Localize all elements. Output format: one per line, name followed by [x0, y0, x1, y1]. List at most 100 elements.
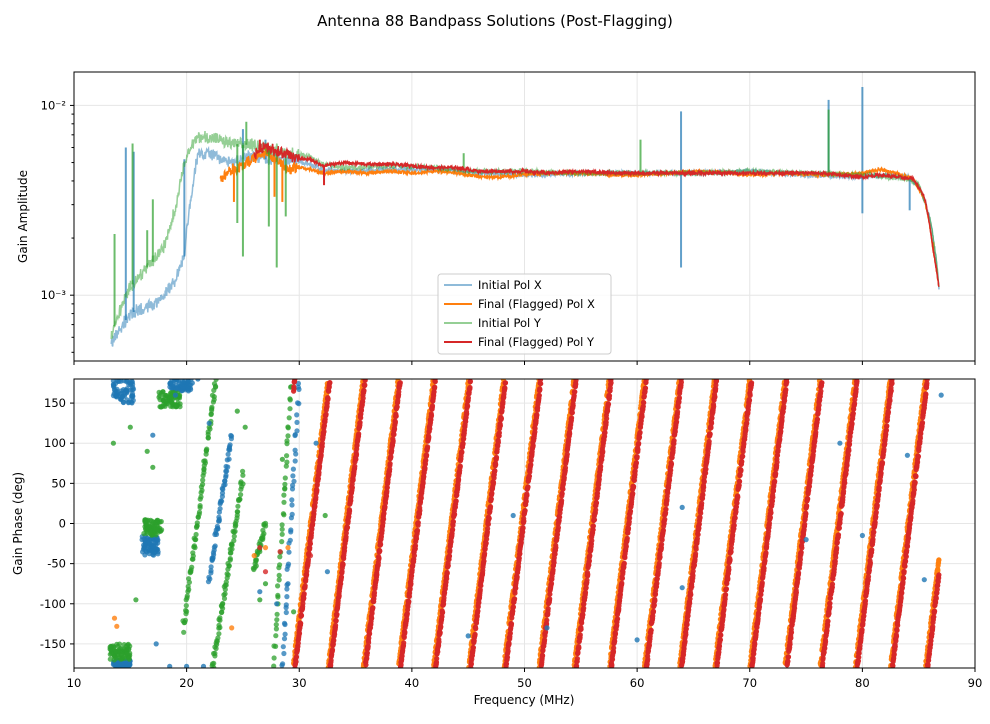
- phase-point-final-y: [440, 610, 445, 615]
- phase-point-initial-x: [114, 393, 119, 398]
- phase-point-initial-y: [280, 522, 285, 527]
- phase-point-initial-y: [142, 519, 147, 524]
- phase-point-final-y: [430, 403, 435, 408]
- phase-point-initial-y: [286, 425, 291, 430]
- phase-point-final-y: [402, 630, 407, 635]
- phase-point-initial-x: [286, 562, 291, 567]
- phase-point-initial-y: [284, 438, 289, 443]
- phase-point-initial-y: [287, 415, 292, 420]
- phase-point-initial-x: [291, 467, 296, 472]
- phase-point-initial-y: [198, 503, 203, 508]
- phase-point-final-y: [308, 541, 313, 546]
- phase-point-final-y: [381, 517, 386, 522]
- phase-point-initial-y: [160, 389, 165, 394]
- phase-point-final-x: [935, 568, 940, 573]
- phase-point-initial-y: [209, 408, 214, 413]
- phase-point-initial-x: [227, 457, 232, 462]
- phase-point-initial-x: [293, 448, 298, 453]
- phase-point-final-y: [452, 512, 457, 517]
- phase-point-final-y: [363, 662, 368, 667]
- phase-point-final-y: [321, 429, 326, 434]
- phase-point-initial-x: [131, 387, 136, 392]
- phase-point-initial-x: [215, 524, 220, 529]
- phase-point-initial-x: [207, 576, 212, 581]
- phase-point-initial-y: [147, 525, 152, 530]
- phase-point-initial-y: [226, 572, 231, 577]
- phase-point-final-y: [334, 618, 339, 623]
- phase-point-initial-x: [167, 384, 172, 389]
- phase-point-final-y: [303, 583, 308, 588]
- phase-point-final-y: [467, 385, 472, 390]
- phase-point-initial-x: [288, 527, 293, 532]
- phase-point-initial-y: [188, 569, 193, 574]
- phase-point-initial-y: [183, 618, 188, 623]
- phase-point-initial-y: [226, 563, 231, 568]
- phase-point-initial-y: [281, 493, 286, 498]
- phase-point-initial-x: [282, 636, 287, 641]
- phase-point-initial-y: [275, 594, 280, 599]
- amp-y-tick-label: 10⁻³: [41, 288, 67, 302]
- phase-point-initial-x: [284, 602, 289, 607]
- phase-point-initial-y: [215, 635, 220, 640]
- phase-point-final-y: [425, 444, 430, 449]
- phase-point-final-y: [394, 414, 399, 419]
- phase-point-final-y: [393, 419, 398, 424]
- phase-point-initial-y: [189, 565, 194, 570]
- phase-point-initial-y: [200, 478, 205, 483]
- phase-point-initial-x: [131, 398, 136, 403]
- phase-point-initial-x: [294, 420, 299, 425]
- phase-point-initial-y: [108, 657, 113, 662]
- phase-point-initial-y: [279, 539, 284, 544]
- phase-point-final-y: [350, 485, 355, 490]
- phase-point-final-y: [347, 508, 352, 513]
- figure-title: Antenna 88 Bandpass Solutions (Post-Flag…: [317, 12, 673, 30]
- phase-point-final-y: [415, 528, 420, 533]
- phase-point-initial-y: [156, 395, 161, 400]
- phase-point-final-y: [458, 464, 463, 469]
- phase-point-initial-y: [240, 469, 245, 474]
- phase-point-initial-y: [283, 475, 288, 480]
- phase-point-initial-y: [235, 504, 240, 509]
- phase-point-initial-y: [163, 400, 168, 405]
- phase-point-final-y: [429, 413, 434, 418]
- phase-point-final-y: [426, 435, 431, 440]
- phase-point-initial-y: [284, 453, 289, 458]
- phase-point-initial-y: [207, 426, 212, 431]
- phase-point-initial-y: [220, 601, 225, 606]
- phase-point-initial-y: [213, 384, 218, 389]
- phase-point-final-y: [406, 599, 411, 604]
- phase-point-initial-y: [224, 583, 229, 588]
- phase-point-initial-x: [126, 400, 131, 405]
- phase-point-initial-x: [119, 391, 124, 396]
- phase-point-initial-y: [155, 520, 160, 525]
- phase-point-initial-x: [130, 391, 135, 396]
- phase-point-initial-x: [117, 662, 122, 667]
- phase-point-initial-x: [291, 479, 296, 484]
- phase-point-initial-x: [283, 632, 288, 637]
- phase-point-final-y: [424, 453, 429, 458]
- phase-point-final-y: [412, 553, 417, 558]
- phase-point-final-y: [449, 539, 454, 544]
- legend-label-final-y: Final (Flagged) Pol Y: [478, 335, 595, 349]
- phase-point-initial-x: [148, 541, 153, 546]
- legend-label-initial-y: Initial Pol Y: [478, 316, 542, 330]
- phase-point-initial-y: [277, 577, 282, 582]
- phase-point-initial-y: [280, 532, 285, 537]
- phase-point-initial-y: [274, 622, 279, 627]
- phase-point-initial-x: [288, 538, 293, 543]
- phase-point-initial-y: [197, 510, 202, 515]
- phase-point-final-y: [330, 647, 335, 652]
- phase-point-initial-y: [273, 644, 278, 649]
- phase-point-initial-y: [217, 625, 222, 630]
- phase-point-initial-x: [290, 473, 295, 478]
- phase-point-final-y: [345, 525, 350, 530]
- phase-point-initial-x: [186, 385, 191, 390]
- amp-y-tick-label: 10⁻²: [41, 98, 66, 112]
- phase-point-initial-y: [216, 631, 221, 636]
- phase-point-final-y: [444, 576, 449, 581]
- phase-point-initial-y: [184, 603, 189, 608]
- phase-point-final-y: [361, 396, 366, 401]
- phase-point-initial-y: [240, 481, 245, 486]
- phase-point-final-y: [341, 562, 346, 567]
